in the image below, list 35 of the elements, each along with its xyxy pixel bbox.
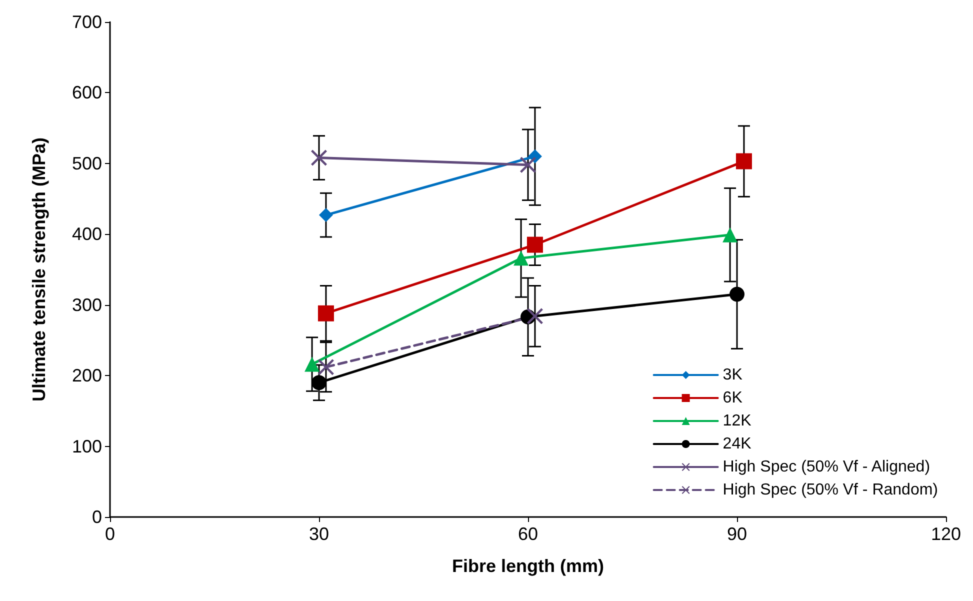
legend-label: 24K <box>722 436 752 452</box>
legend-label: High Spec (50% Vf - Aligned) <box>722 458 930 476</box>
point <box>514 250 529 266</box>
point <box>318 305 334 322</box>
y-tick-label: 500 <box>72 153 102 174</box>
x-axis-title: Fibre length (mm) <box>452 556 604 576</box>
x-tick-label: 0 <box>104 524 116 544</box>
point <box>722 227 738 242</box>
legend-label: 12K <box>722 412 752 430</box>
point <box>304 356 320 372</box>
y-tick-label: 200 <box>72 366 102 386</box>
x-tick-label: 120 <box>930 524 962 544</box>
y-tick-label: 400 <box>72 224 102 244</box>
point <box>526 236 543 253</box>
y-tick-label: 700 <box>72 12 102 32</box>
point <box>528 149 542 164</box>
point <box>312 375 326 390</box>
point <box>318 208 333 222</box>
point <box>318 359 334 376</box>
point <box>311 150 327 166</box>
x-tick-label: 60 <box>518 524 538 544</box>
legend-label: High Spec (50% Vf - Random) <box>722 482 938 498</box>
point <box>730 286 744 302</box>
y-tick-label: 100 <box>72 436 102 456</box>
legend-label: 3K <box>722 366 743 384</box>
y-tick-label: 300 <box>72 294 102 315</box>
y-tick-label: 0 <box>92 507 102 527</box>
x-tick-label: 90 <box>726 524 748 544</box>
x-tick-label: 30 <box>308 524 330 544</box>
y-axis-title: Ultimate tensile strength (MPa) <box>29 137 49 402</box>
y-tick-label: 600 <box>72 82 102 103</box>
point <box>526 308 543 324</box>
point <box>520 156 536 173</box>
point <box>736 153 752 170</box>
legend-label: 6K <box>722 390 743 406</box>
